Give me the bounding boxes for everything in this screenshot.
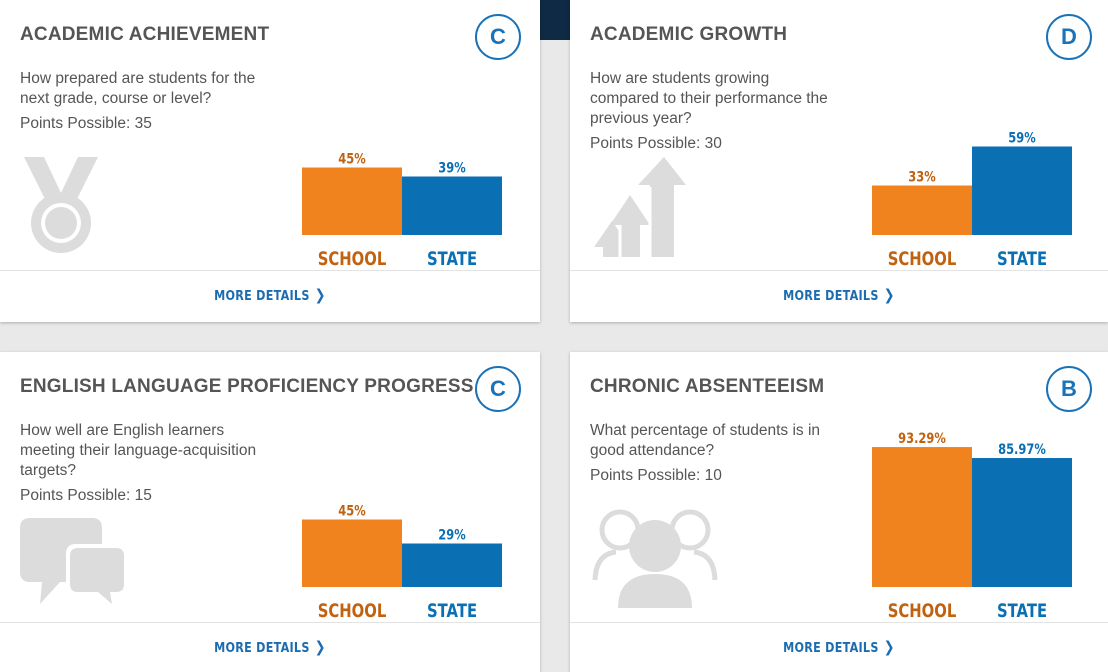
value-label: 59% <box>1008 130 1036 146</box>
category-label: SCHOOL <box>318 248 387 270</box>
growth-arrows-icon <box>594 157 686 257</box>
bar-state <box>402 176 502 235</box>
card-footer: MORE DETAILS ❯ <box>570 622 1108 672</box>
more-details-link[interactable]: MORE DETAILS ❯ <box>214 286 326 304</box>
card-academic-growth: ACADEMIC GROWTH D How are students growi… <box>570 0 1108 322</box>
medal-icon <box>24 157 98 253</box>
top-strip <box>540 0 570 40</box>
category-label: STATE <box>427 600 477 622</box>
category-label: STATE <box>997 248 1047 270</box>
card-academic-achievement: ACADEMIC ACHIEVEMENT C How prepared are … <box>0 0 540 322</box>
category-label: SCHOOL <box>888 600 957 622</box>
bar-chart: 33% SCHOOL 59% STATE <box>872 130 1072 271</box>
bar-state <box>402 543 502 587</box>
category-label: SCHOOL <box>888 248 957 270</box>
bar-chart: 93.29% SCHOOL 85.97% STATE <box>872 431 1072 623</box>
value-label: 93.29% <box>898 431 946 447</box>
card-title: ENGLISH LANGUAGE PROFICIENCY PROGRESS <box>20 376 474 397</box>
card-footer: MORE DETAILS ❯ <box>0 622 540 672</box>
points-possible: Points Possible: 35 <box>20 115 152 132</box>
grade-badge: B <box>1046 366 1092 412</box>
bar-school <box>302 167 402 235</box>
card-footer: MORE DETAILS ❯ <box>0 270 540 322</box>
bar-chart: 45% SCHOOL 29% STATE <box>302 503 502 623</box>
points-possible: Points Possible: 15 <box>20 487 152 504</box>
card-title: ACADEMIC GROWTH <box>590 24 788 45</box>
value-label: 39% <box>438 160 466 176</box>
grade-badge: C <box>475 366 521 412</box>
more-details-link[interactable]: MORE DETAILS ❯ <box>214 638 326 656</box>
value-label: 33% <box>908 169 936 185</box>
value-label: 45% <box>338 151 366 167</box>
bar-school <box>302 519 402 587</box>
points-possible: Points Possible: 10 <box>590 467 722 484</box>
category-label: STATE <box>427 248 477 270</box>
chevron-right-icon: ❯ <box>314 286 326 304</box>
bar-school <box>872 447 972 587</box>
more-details-link[interactable]: MORE DETAILS ❯ <box>783 286 895 304</box>
chevron-right-icon: ❯ <box>314 638 326 656</box>
card-description: How well are English learners meeting th… <box>20 422 257 504</box>
speech-bubbles-icon <box>20 518 128 608</box>
card-footer: MORE DETAILS ❯ <box>570 270 1108 322</box>
card-title: ACADEMIC ACHIEVEMENT <box>20 24 270 45</box>
bar-state <box>972 458 1072 587</box>
grade-badge: C <box>475 14 521 60</box>
value-label: 45% <box>338 503 366 519</box>
card-english-language-proficiency: ENGLISH LANGUAGE PROFICIENCY PROGRESS C … <box>0 352 540 672</box>
card-title: CHRONIC ABSENTEEISM <box>590 376 825 397</box>
more-details-link[interactable]: MORE DETAILS ❯ <box>783 638 895 656</box>
card-description: What percentage of students is in good a… <box>590 422 821 484</box>
grade-badge: D <box>1046 14 1092 60</box>
card-description: How prepared are students for the next g… <box>20 70 256 132</box>
chevron-right-icon: ❯ <box>883 638 895 656</box>
card-chronic-absenteeism: CHRONIC ABSENTEEISM B What percentage of… <box>570 352 1108 672</box>
points-possible: Points Possible: 30 <box>590 135 722 152</box>
category-label: SCHOOL <box>318 600 387 622</box>
bar-state <box>972 146 1072 235</box>
people-icon <box>592 509 718 608</box>
chevron-right-icon: ❯ <box>883 286 895 304</box>
value-label: 85.97% <box>998 442 1046 458</box>
bar-chart: 45% SCHOOL 39% STATE <box>302 151 502 271</box>
category-label: STATE <box>997 600 1047 622</box>
bar-school <box>872 185 972 235</box>
card-description: How are students growing compared to the… <box>590 70 828 152</box>
value-label: 29% <box>438 527 466 543</box>
